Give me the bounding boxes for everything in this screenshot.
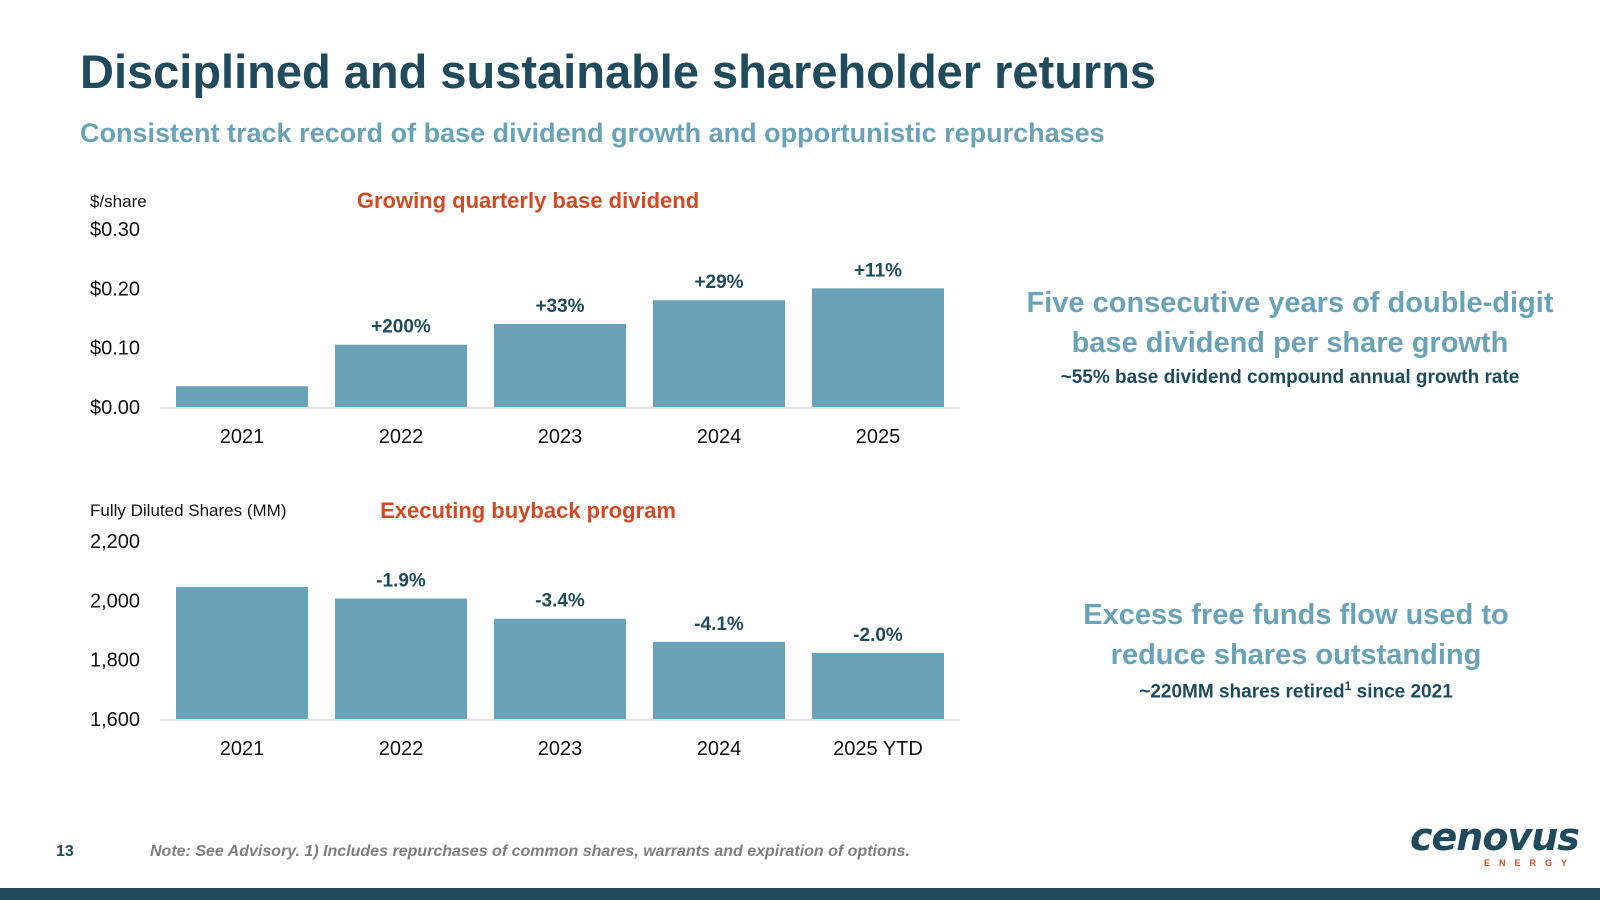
- shares-callout-sub-tail: since 2021: [1351, 681, 1453, 703]
- shares-x-tick-label: 2022: [379, 738, 424, 760]
- dividend-x-tick-label: 2022: [379, 426, 424, 448]
- shares-bar-2025-ytd: [812, 652, 944, 719]
- shares-chart-title: Executing buyback program: [380, 498, 676, 523]
- shares-bar-2023: [494, 618, 626, 719]
- dividend-y-tick-label: $0.10: [90, 338, 140, 360]
- shares-chart: Fully Diluted Shares (MM) Executing buyb…: [90, 498, 960, 760]
- dividend-callout-line1: Five consecutive years of double-digit: [1026, 287, 1554, 319]
- logo-subtext: ENERGY: [1484, 858, 1577, 868]
- shares-data-label: -3.4%: [535, 591, 585, 612]
- dividend-chart: $/share Growing quarterly base dividend …: [90, 188, 960, 448]
- dividend-bar-2023: [494, 323, 626, 407]
- shares-callout-line1: Excess free funds flow used to: [1083, 599, 1509, 631]
- shares-bar-2024: [653, 641, 785, 719]
- shares-bar-2021: [176, 586, 308, 719]
- dividend-data-label: +29%: [694, 272, 743, 293]
- footer-band: [0, 888, 1600, 900]
- dividend-bar-2025: [812, 288, 944, 407]
- dividend-y-unit-label: $/share: [90, 192, 147, 211]
- cenovus-logo: cenovus ENERGY: [1410, 815, 1580, 868]
- logo-wordmark: cenovus: [1410, 815, 1580, 859]
- shares-data-label: -1.9%: [376, 571, 426, 592]
- shares-data-label: -4.1%: [694, 614, 744, 635]
- page-subtitle: Consistent track record of base dividend…: [80, 118, 1105, 148]
- shares-callout-line2: reduce shares outstanding: [1110, 639, 1482, 671]
- dividend-bar-2021: [176, 386, 308, 407]
- dividend-bar-2022: [335, 344, 467, 407]
- dividend-y-tick-label: $0.00: [90, 397, 140, 419]
- dividend-data-label: +200%: [371, 317, 431, 338]
- dividend-x-tick-label: 2023: [538, 426, 583, 448]
- dividend-y-tick-label: $0.30: [90, 219, 140, 241]
- dividend-chart-title: Growing quarterly base dividend: [357, 188, 699, 213]
- shares-y-tick-label: 2,000: [90, 590, 140, 612]
- dividend-bar-2024: [653, 300, 785, 407]
- footnote-marker: 1: [1344, 679, 1352, 693]
- dividend-callout-line2: base dividend per share growth: [1071, 327, 1509, 359]
- shares-data-label: -2.0%: [853, 625, 903, 646]
- shares-y-tick-label: 2,200: [90, 531, 140, 553]
- page-number: 13: [56, 843, 74, 860]
- shares-x-tick-label: 2024: [697, 738, 742, 760]
- dividend-y-tick-label: $0.20: [90, 278, 140, 300]
- shares-bar-2022: [335, 598, 467, 719]
- shares-callout-sub-text: ~220MM shares retired: [1139, 681, 1345, 703]
- dividend-data-label: +33%: [535, 296, 584, 317]
- shares-x-tick-label: 2023: [538, 738, 583, 760]
- shares-callout-sub: ~220MM shares retired1 since 2021: [1016, 679, 1576, 703]
- page-title: Disciplined and sustainable shareholder …: [80, 45, 1157, 98]
- dividend-callout: Five consecutive years of double-digit b…: [1010, 283, 1570, 389]
- shares-x-tick-label: 2021: [220, 738, 265, 760]
- shares-y-unit-label: Fully Diluted Shares (MM): [90, 501, 287, 520]
- dividend-x-tick-label: 2021: [220, 426, 265, 448]
- dividend-data-label: +11%: [854, 260, 902, 281]
- footnote: Note: See Advisory. 1) Includes repurcha…: [150, 843, 910, 860]
- dividend-callout-sub: ~55% base dividend compound annual growt…: [1060, 367, 1520, 388]
- shares-y-tick-label: 1,800: [90, 650, 140, 672]
- dividend-x-tick-label: 2024: [697, 426, 742, 448]
- shares-callout: Excess free funds flow used to reduce sh…: [1016, 595, 1576, 703]
- shares-y-tick-label: 1,600: [90, 709, 140, 731]
- dividend-x-tick-label: 2025: [856, 426, 901, 448]
- shares-x-tick-label: 2025 YTD: [833, 738, 923, 760]
